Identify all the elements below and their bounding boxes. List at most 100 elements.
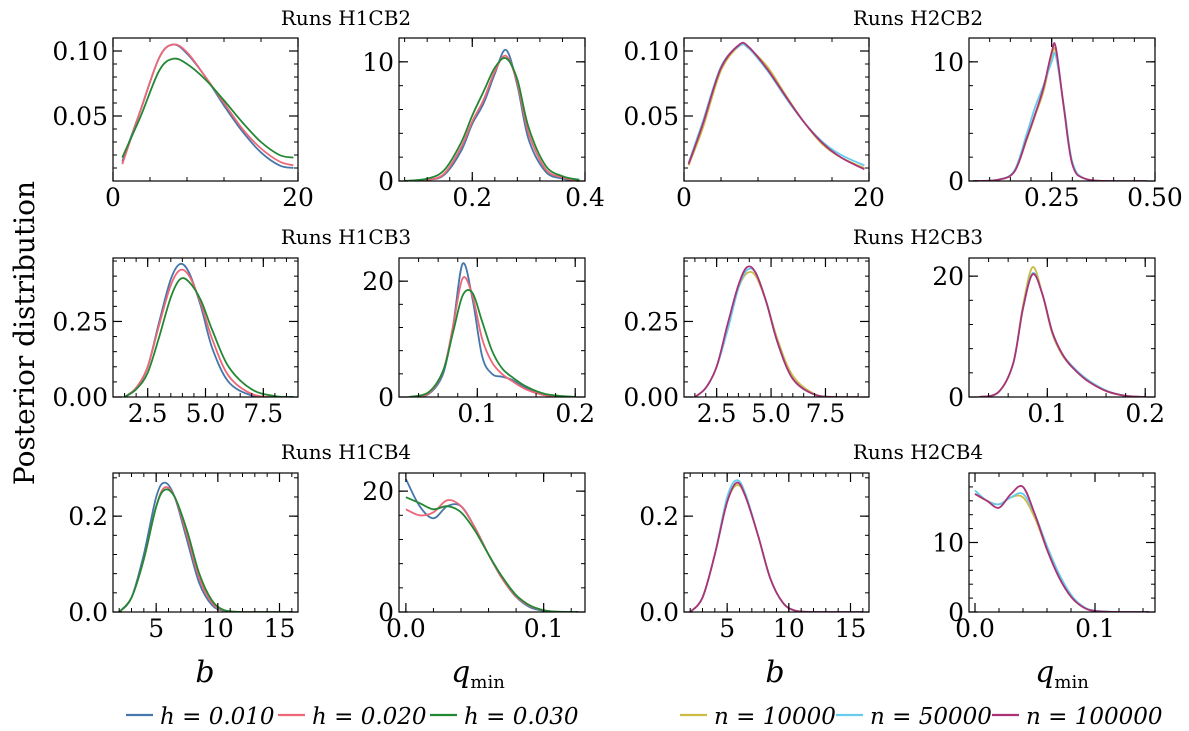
series-line-n-100000 [694, 265, 859, 397]
panel-runs-h1cb3-b: 2.5 5.0 7.5 0.00 0.25 [52, 257, 299, 428]
legend-label-h030: h = 0.030 [464, 704, 579, 730]
xlabel-q-left: qmin [451, 655, 505, 693]
axes-frame [968, 257, 1156, 398]
series-line-n-10000 [974, 493, 1149, 612]
y-axis-label: Posterior distribution [8, 181, 41, 485]
y-tick-label: 10 [362, 48, 394, 77]
series-line-h-0-030 [121, 57, 294, 159]
series-line-n-10000 [694, 270, 859, 397]
panel-runs-h1cb4-b: 5 10 15 0.0 0.2 [68, 472, 299, 643]
panel-runs-h2cb2-b: 0 20 0.05 0.10 [623, 37, 885, 212]
y-tick-label: 0.2 [68, 502, 108, 531]
series-line-n-100000 [689, 481, 863, 612]
axes-frame [683, 37, 870, 182]
y-tick-label: 0.05 [623, 102, 679, 131]
legend-left: h = 0.010 h = 0.020 h = 0.030 [126, 704, 579, 730]
series-line-n-10000 [687, 43, 865, 169]
x-tick-label: 0.1 [524, 614, 564, 643]
series-line-h-0-010 [405, 478, 579, 612]
xlabel-q-sub: min [470, 672, 505, 693]
axes-frame [398, 37, 586, 182]
xlabel-b-right: b [765, 655, 784, 690]
y-tick-label: 20 [362, 267, 394, 296]
x-tick-label: 0 [676, 183, 692, 212]
series-line-n-50000 [978, 271, 1146, 397]
x-tick-label: 0.1 [1075, 614, 1115, 643]
x-tick-label: 5.0 [186, 399, 226, 428]
panel-runs-h2cb4-b: 5 10 15 0.0 0.2 [639, 472, 870, 643]
series-line-h-0-010 [118, 481, 292, 612]
axes-frame [112, 37, 299, 182]
series-line-h-0-020 [121, 43, 294, 167]
x-tick-label: 0.50 [1127, 183, 1183, 212]
series-line-n-50000 [687, 43, 865, 167]
x-tick-label: 7.5 [243, 399, 283, 428]
x-tick-label: 7.5 [806, 399, 846, 428]
y-tick-label: 0 [378, 383, 394, 412]
x-tick-label: 0.1 [1027, 399, 1067, 428]
group-title-h2cb4: Runs H2CB4 [853, 440, 983, 464]
xlabel-q-main: q [451, 655, 470, 690]
x-tick-label: 10 [773, 614, 805, 643]
x-tick-label: 0.0 [386, 614, 426, 643]
legend-label-h010: h = 0.010 [160, 704, 275, 730]
series-line-h-0-020 [405, 499, 579, 612]
y-tick-label: 0.0 [68, 598, 108, 627]
series-line-h-0-010 [121, 43, 294, 169]
x-tick-label: 2.5 [697, 399, 737, 428]
y-tick-label: 10 [932, 48, 964, 77]
panel-runs-h1cb2-b: 0 20 0.05 0.10 [52, 37, 314, 212]
legend-label-n100000: n = 100000 [1026, 704, 1163, 730]
group-title-h1cb3: Runs H1CB3 [281, 225, 411, 249]
x-tick-label: 5 [148, 614, 164, 643]
y-tick-label: 0 [378, 598, 394, 627]
x-tick-label: 10 [202, 614, 234, 643]
series-line-h-0-030 [124, 277, 294, 397]
panel-runs-h2cb4-q-min: 0.0 0.1 0 10 [932, 472, 1156, 643]
series-line-h-0-030 [405, 496, 579, 612]
group-title-h2cb3: Runs H2CB3 [853, 225, 983, 249]
xlabel-b-left: b [195, 655, 214, 690]
y-tick-label: 0 [948, 598, 964, 627]
y-tick-label: 20 [932, 262, 964, 291]
y-tick-label: 0.00 [623, 383, 679, 412]
series-line-h-0-030 [408, 289, 576, 397]
series-line-n-100000 [687, 41, 865, 171]
y-tick-label: 0 [948, 167, 964, 196]
x-tick-label: 15 [835, 614, 867, 643]
x-tick-label: 0.2 [555, 399, 595, 428]
y-tick-label: 0.25 [623, 307, 679, 336]
y-tick-label: 0.05 [52, 102, 108, 131]
y-tick-label: 0 [948, 383, 964, 412]
series-line-h-0-020 [124, 268, 294, 397]
panel-runs-h2cb3-b: 2.5 5.0 7.5 0.00 0.25 [623, 257, 870, 428]
x-tick-label: 20 [853, 183, 885, 212]
x-tick-label: 0.25 [1024, 183, 1080, 212]
y-tick-label: 0 [378, 167, 394, 196]
group-title-h2cb2: Runs H2CB2 [853, 6, 983, 30]
axes-frame [398, 257, 586, 398]
axes-frame [968, 37, 1156, 182]
y-tick-label: 0.00 [52, 383, 108, 412]
legend-label-n50000: n = 50000 [870, 704, 992, 730]
series-line-h-0-020 [408, 276, 576, 397]
xlabel-q-right: qmin [1035, 655, 1089, 693]
x-tick-label: 5 [719, 614, 735, 643]
x-tick-label: 15 [264, 614, 296, 643]
axes-frame [683, 257, 870, 398]
x-tick-label: 5.0 [751, 399, 791, 428]
x-tick-label: 20 [282, 183, 314, 212]
y-tick-label: 0.10 [623, 37, 679, 66]
panel-runs-h2cb2-q-min: 0.25 0.50 0 10 [932, 37, 1183, 212]
legend-label-n10000: n = 10000 [714, 704, 836, 730]
panel-runs-h2cb3-q-min: 0.1 0.2 0 20 [932, 257, 1165, 428]
panel-runs-h1cb2-q-min: 0.2 0.4 0 10 [362, 37, 605, 212]
series-line-n-100000 [978, 273, 1146, 397]
legend-label-h020: h = 0.020 [312, 704, 427, 730]
group-title-h1cb4: Runs H1CB4 [281, 440, 411, 464]
axes-frame [968, 472, 1156, 613]
xlabel-q-sub: min [1054, 672, 1089, 693]
series-line-n-10000 [978, 266, 1146, 397]
x-tick-label: 0.2 [452, 183, 492, 212]
